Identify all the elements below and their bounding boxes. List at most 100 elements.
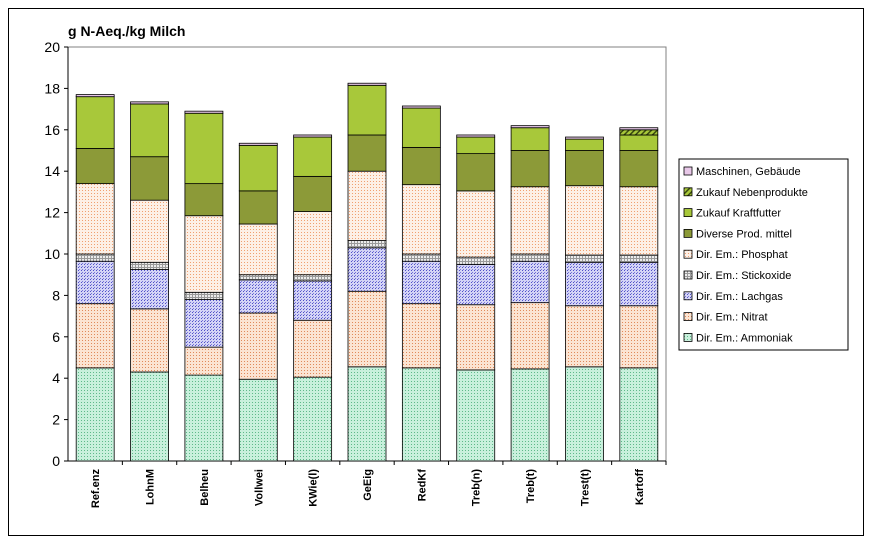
bar-segment [619, 254, 659, 263]
bar-segment [565, 138, 604, 151]
y-tick-label: 20 [44, 39, 60, 55]
bar-segment [456, 256, 496, 265]
legend-box [678, 158, 849, 351]
bar-segment [75, 148, 115, 185]
bar-segment [401, 184, 441, 255]
bar-segment [347, 290, 387, 368]
bar-segment [75, 96, 115, 149]
bar-segment [184, 291, 224, 300]
bar-segment [510, 368, 550, 462]
legend-swatch [683, 187, 693, 197]
bar-segment [293, 280, 333, 321]
legend-swatch [683, 270, 693, 280]
bar-segment [347, 134, 387, 172]
legend-label: Dir. Em.: Phosphat [696, 249, 788, 261]
bar-segment [565, 254, 604, 263]
bar-segment [293, 376, 333, 462]
x-tick-label: Belheu [199, 469, 211, 506]
bars [75, 82, 659, 462]
bar-segment [456, 263, 496, 306]
bar-segment [401, 253, 441, 262]
bar-segment [184, 112, 224, 185]
legend-label: Dir. Em.: Stickoxide [696, 270, 791, 282]
bar-segment [293, 175, 333, 212]
bar-segment [347, 247, 387, 292]
bar-segment [456, 136, 496, 155]
bar-segment [565, 261, 604, 307]
legend-swatch [683, 166, 693, 176]
y-tick-label: 0 [52, 453, 60, 469]
x-tick-label: GeEig [362, 469, 374, 501]
legend-label: Dir. Em.: Lachgas [696, 291, 783, 303]
bar-segment [130, 261, 169, 270]
bar-segment [456, 304, 496, 371]
x-tick-label: KWie(l) [308, 469, 320, 507]
bar-segment [510, 125, 550, 129]
y-axis-label: g N-Aeq./kg Milch [68, 23, 185, 39]
bar-segment [238, 274, 278, 281]
bar-segment [184, 215, 224, 293]
bar-segment [401, 146, 441, 186]
y-tick-label: 8 [52, 287, 60, 303]
legend-label: Zukauf Nebenprodukte [696, 187, 808, 199]
bar-segment [401, 107, 441, 148]
bar-segment [510, 127, 550, 151]
bar-segment [565, 136, 604, 140]
y-tick-label: 12 [44, 205, 60, 221]
y-tick-label: 14 [44, 163, 60, 179]
x-tick-label: Vollwei [253, 469, 265, 506]
bar-segment [565, 150, 604, 187]
bar-segment [293, 134, 333, 138]
legend-swatch [683, 291, 693, 301]
x-tick-label: Treb(n) [471, 469, 483, 507]
bar-segment [619, 134, 659, 151]
bar-segment [184, 183, 224, 217]
bar-segment [75, 260, 115, 305]
y-tick-label: 16 [44, 122, 60, 138]
bar-segment [293, 274, 333, 282]
bar-segment [347, 366, 387, 462]
bar-segment [510, 302, 550, 370]
bar-segment [456, 190, 496, 258]
legend-label: Maschinen, Gebäude [696, 166, 801, 178]
bar-segment [130, 269, 169, 310]
bar-segment [293, 211, 333, 276]
bar-segment [130, 199, 169, 263]
bar-segment [184, 110, 224, 114]
bar-segment [293, 136, 333, 177]
bar-segment [401, 105, 441, 109]
bar-segment [456, 369, 496, 462]
bar-segment [75, 183, 115, 255]
legend-swatch [683, 228, 693, 238]
legend-label: Dir. Em.: Nitrat [696, 312, 768, 324]
legend-label: Diverse Prod. mittel [696, 228, 792, 240]
bar-segment [347, 82, 387, 86]
bar-segment [565, 305, 604, 368]
x-tick-label: Treb(t) [525, 469, 537, 504]
bar-segment [75, 303, 115, 369]
bar-segment [238, 312, 278, 380]
bar-segment [130, 156, 169, 201]
y-tick-label: 18 [44, 80, 60, 96]
bar-segment [565, 366, 604, 462]
bar-segment [510, 150, 550, 188]
x-tick-label: Kartoff [634, 469, 646, 505]
bar-segment [619, 150, 659, 188]
bar-segment [619, 129, 659, 136]
legend-swatch [683, 208, 693, 218]
bar-segment [130, 101, 169, 105]
x-tick-label: Trest(t) [579, 469, 591, 507]
y-tick-label: 2 [52, 412, 60, 428]
bar-segment [184, 374, 224, 462]
bar-segment [238, 223, 278, 276]
bar-segment [184, 299, 224, 348]
bar-segment [619, 261, 659, 307]
bar-segment [347, 170, 387, 241]
bar-segment [619, 305, 659, 369]
bar-segment [619, 186, 659, 256]
bar-segment [293, 319, 333, 378]
x-tick-label: RedKf [416, 469, 428, 502]
bar-segment [510, 186, 550, 255]
legend-swatch [683, 332, 693, 342]
bar-segment [456, 134, 496, 138]
